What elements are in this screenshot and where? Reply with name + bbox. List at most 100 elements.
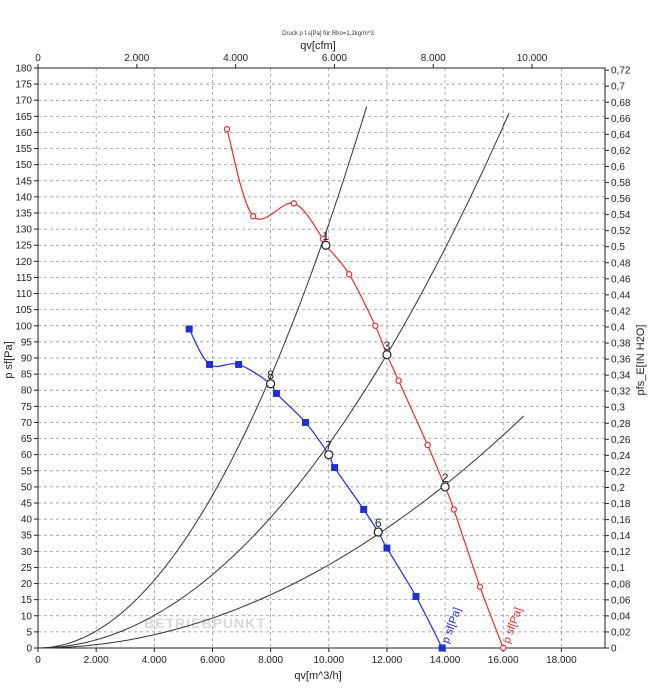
series-point-circle [500,644,507,652]
operating-point-marker [324,450,334,460]
x-tick-label: 4.000 [142,655,167,666]
y-tick-label: 170 [15,96,32,107]
y-tick-label: 55 [21,466,33,477]
x-tick-label: 8.000 [258,655,283,666]
series-point-square [235,360,243,368]
series-point-circle [372,322,379,329]
series-point-square [272,389,280,397]
x-tick-label: 6.000 [200,655,225,666]
series-point-square [206,360,214,368]
y-tick-label: 60 [21,450,33,461]
y2-tick-label: 0,26 [611,435,631,446]
x-tick-label: 10.000 [313,655,344,666]
y2-tick-label: 0,72 [611,66,631,77]
y2-tick-label: 0,3 [611,403,625,414]
y2-tick-label: 0,6 [611,162,625,173]
y-tick-label: 25 [21,563,33,574]
y-tick-label: 115 [16,273,32,284]
y-tick-label: 160 [15,128,32,139]
y-tick-label: 130 [15,225,32,236]
y-tick-label: 85 [21,370,33,381]
x2-tick-label: 0 [35,53,41,64]
y-tick-label: 125 [15,241,32,252]
y2-tick-label: 0,54 [611,210,631,221]
watermark-text: BETRIEBPUNKT [144,615,266,631]
series-point-circle [223,126,231,133]
left-axis-label: p sf[Pa] [3,341,15,378]
y-tick-label: 145 [15,176,32,187]
operating-point-label: 7 [325,439,332,453]
y2-tick-label: 0,04 [611,611,631,622]
y2-tick-label: 0,28 [611,419,631,430]
y-tick-label: 75 [21,402,33,413]
system-curve [37,112,510,649]
series-point-square [360,505,368,513]
series-point-circle [450,506,457,513]
y2-tick-label: 0,14 [611,531,631,542]
y2-tick-label: 0,12 [611,547,631,558]
y-tick-label: 15 [21,595,33,606]
y2-tick-label: 0,44 [611,290,631,301]
y2-tick-label: 0,34 [611,371,631,382]
series-point-square [412,592,420,600]
operating-point-marker [382,350,392,360]
y2-tick-label: 0,4 [611,322,625,333]
series-point-circle [424,441,431,449]
y-tick-label: 30 [21,547,33,558]
y-tick-label: 95 [21,337,33,348]
series-point-square [331,464,339,472]
series-point-circle [249,213,257,220]
y-tick-label: 110 [16,289,32,300]
y2-tick-label: 0,48 [611,258,631,269]
y2-tick-label: 0,18 [611,499,631,510]
system-curve [37,106,368,649]
y2-tick-label: 0,38 [611,339,631,350]
x2-tick-label: 8.000 [421,53,446,64]
right-axis-label: pfs_E[IN H2O] [635,325,647,396]
y-tick-label: 180 [15,64,32,75]
y2-tick-label: 0,06 [611,595,631,606]
x2-tick-label: 4.000 [223,53,248,64]
system-curves [37,106,524,649]
bottom-axis-label: qv[m^3/h] [294,670,341,682]
series-point-circle [395,377,402,384]
series-point-circle [290,200,298,207]
operating-point-marker [373,527,383,537]
y2-tick-label: 0,2 [611,483,625,494]
y2-tick-label: 0,24 [611,451,631,462]
y-tick-label: 165 [15,112,32,123]
x-tick-label: 18.000 [546,655,577,666]
operating-points: 1 2 3 6 7 8 [266,229,450,537]
y-tick-label: 10 [21,611,33,622]
operating-point-label: 1 [323,229,330,243]
y-tick-label: 155 [15,144,32,155]
top-axis-label: qv[cfm] [300,40,335,52]
x2-tick-label: 10.000 [517,53,548,64]
y-tick-label: 45 [21,499,33,510]
operating-point-marker [321,240,331,250]
series-name-label: p sf[Pa] [440,606,464,645]
y-tick-label: 135 [15,209,32,220]
y-tick-label: 90 [21,354,33,365]
y-tick-label: 100 [15,321,32,332]
series-point-square [383,544,391,552]
y2-tick-label: 0,1 [611,563,625,574]
y2-tick-label: 0,58 [611,178,631,189]
x-tick-label: 0 [35,655,41,666]
y-tick-label: 0 [26,644,32,655]
operating-point-marker [440,482,450,492]
y2-tick-label: 0,56 [611,194,631,205]
x-tick-label: 16.000 [488,655,519,666]
series-line [226,129,504,649]
y-tick-label: 120 [15,257,32,268]
y-tick-label: 20 [21,579,33,590]
series-point-square [438,644,446,652]
y2-tick-label: 0,7 [611,82,625,93]
x-tick-label: 14.000 [430,655,461,666]
y-tick-label: 70 [21,418,33,429]
y2-tick-label: 0,16 [611,515,631,526]
y2-tick-label: 0,42 [611,306,631,317]
operating-point-label: 8 [267,368,274,382]
x2-tick-label: 6.000 [322,53,347,64]
